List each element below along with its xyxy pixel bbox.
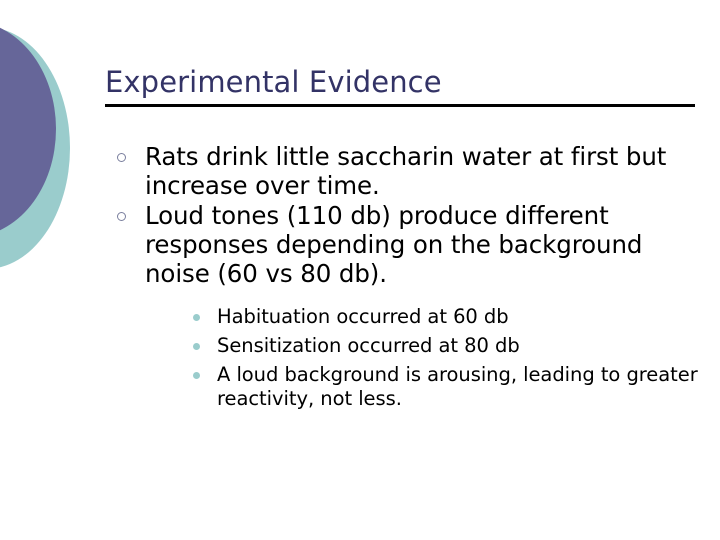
bullet-text: Rats drink little saccharin water at fir… xyxy=(145,142,667,200)
hollow-circle-bullet-icon xyxy=(117,211,126,221)
sub-bullet-text: Sensitization occurred at 80 db xyxy=(217,333,520,357)
bullet-text: Loud tones (110 db) produce different re… xyxy=(145,200,643,288)
list-item: Sensitization occurred at 80 db xyxy=(145,334,705,357)
bullet-list-level2: Habituation occurred at 60 db Sensitizat… xyxy=(145,305,705,411)
content-body: Rats drink little saccharin water at fir… xyxy=(105,142,705,416)
filled-circle-bullet-icon xyxy=(193,342,200,350)
list-item: Habituation occurred at 60 db xyxy=(145,305,705,328)
filled-circle-bullet-icon xyxy=(193,313,200,321)
title-block: Experimental Evidence xyxy=(105,65,697,108)
bullet-list-level1: Rats drink little saccharin water at fir… xyxy=(105,142,705,411)
list-item: A loud background is arousing, leading t… xyxy=(145,363,705,410)
page-title: Experimental Evidence xyxy=(105,65,442,99)
hollow-circle-bullet-icon xyxy=(117,153,126,162)
filled-circle-bullet-icon xyxy=(193,372,200,380)
sub-bullet-text: Habituation occurred at 60 db xyxy=(217,304,509,328)
list-item: Rats drink little saccharin water at fir… xyxy=(105,142,705,201)
title-divider xyxy=(105,104,695,108)
sub-bullet-text: A loud background is arousing, leading t… xyxy=(217,363,698,410)
list-item: Loud tones (110 db) produce different re… xyxy=(105,200,705,411)
